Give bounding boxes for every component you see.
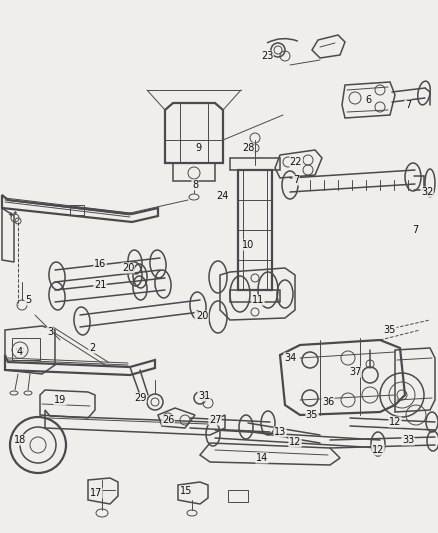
Bar <box>230 158 280 170</box>
Bar <box>173 163 215 181</box>
Text: 9: 9 <box>195 143 201 153</box>
Text: 20: 20 <box>196 311 208 321</box>
Text: 33: 33 <box>402 435 414 445</box>
Text: 3: 3 <box>47 327 53 337</box>
Text: 29: 29 <box>134 393 146 403</box>
Text: 17: 17 <box>90 488 102 498</box>
Text: 12: 12 <box>372 445 384 455</box>
Text: 7: 7 <box>412 225 418 235</box>
Text: 8: 8 <box>192 180 198 190</box>
Text: 28: 28 <box>242 143 254 153</box>
Text: 15: 15 <box>180 486 192 496</box>
Text: 35: 35 <box>384 325 396 335</box>
Text: 34: 34 <box>284 353 296 363</box>
Text: 7: 7 <box>293 175 299 185</box>
Text: ✦: ✦ <box>8 212 14 218</box>
Text: 5: 5 <box>25 295 31 305</box>
Text: 7: 7 <box>405 100 411 110</box>
Text: 35: 35 <box>306 410 318 420</box>
Bar <box>12 338 40 360</box>
Text: 23: 23 <box>261 51 273 61</box>
Text: 27: 27 <box>209 415 221 425</box>
Bar <box>70 205 84 215</box>
Bar <box>228 490 248 502</box>
Text: 13: 13 <box>274 427 286 437</box>
Text: 19: 19 <box>54 395 66 405</box>
Text: 32: 32 <box>421 187 433 197</box>
Text: 2: 2 <box>89 343 95 353</box>
Text: 1: 1 <box>195 310 201 320</box>
Text: 16: 16 <box>94 259 106 269</box>
Text: 24: 24 <box>216 191 228 201</box>
Text: 10: 10 <box>242 240 254 250</box>
Text: 31: 31 <box>198 391 210 401</box>
Text: 12: 12 <box>289 437 301 447</box>
Text: 21: 21 <box>94 280 106 290</box>
Text: WC: WC <box>15 348 25 352</box>
Text: 18: 18 <box>14 435 26 445</box>
Text: 11: 11 <box>252 295 264 305</box>
Text: 4: 4 <box>17 347 23 357</box>
Text: 14: 14 <box>256 453 268 463</box>
Bar <box>230 290 280 302</box>
Text: 26: 26 <box>162 415 174 425</box>
Text: ✦: ✦ <box>13 211 18 215</box>
Text: 12: 12 <box>389 417 401 427</box>
Text: 6: 6 <box>365 95 371 105</box>
Text: 22: 22 <box>290 157 302 167</box>
Text: 20: 20 <box>122 263 134 273</box>
Text: 36: 36 <box>322 397 334 407</box>
Text: 37: 37 <box>349 367 361 377</box>
